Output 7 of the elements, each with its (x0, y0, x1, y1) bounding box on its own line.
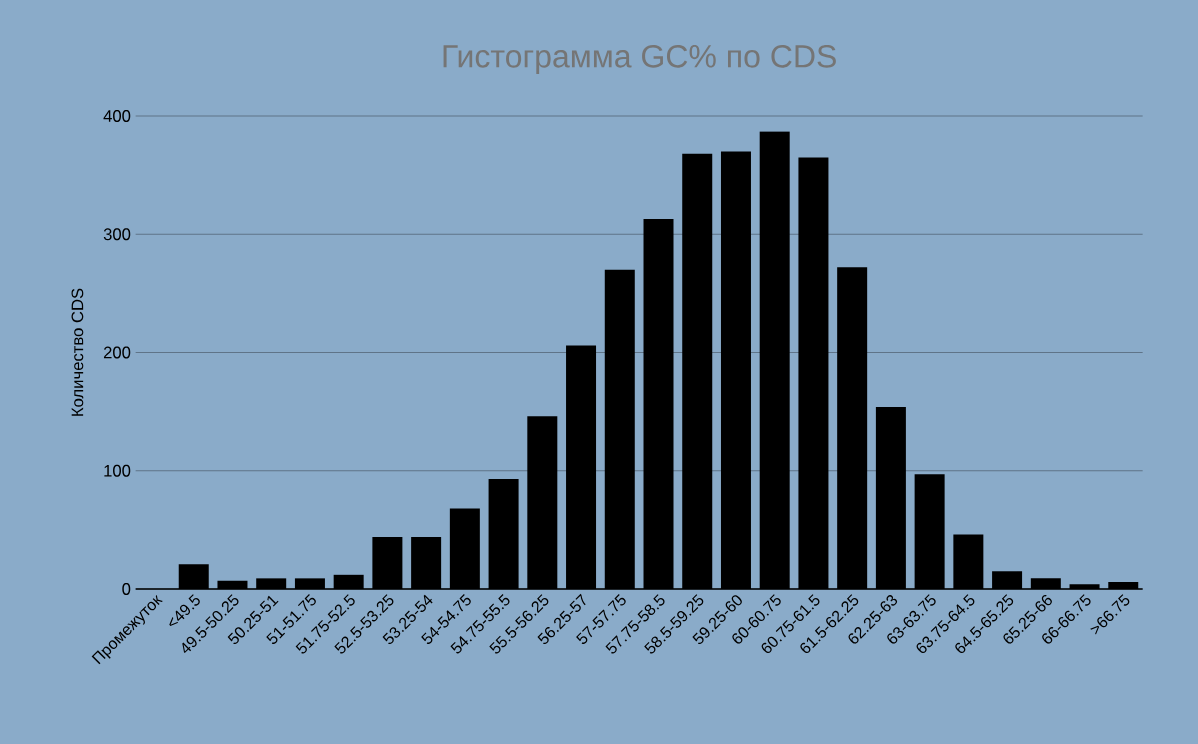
y-tick-label: 300 (103, 228, 131, 241)
y-tick-label: 400 (103, 110, 131, 122)
y-tick-label: 0 (122, 583, 131, 595)
chart-title: Гистограмма GC% по CDS (443, 44, 836, 74)
y-axis-title: Количество CDS (71, 288, 84, 416)
y-tick-label: 200 (103, 346, 131, 359)
y-tick-label: 100 (104, 464, 131, 477)
